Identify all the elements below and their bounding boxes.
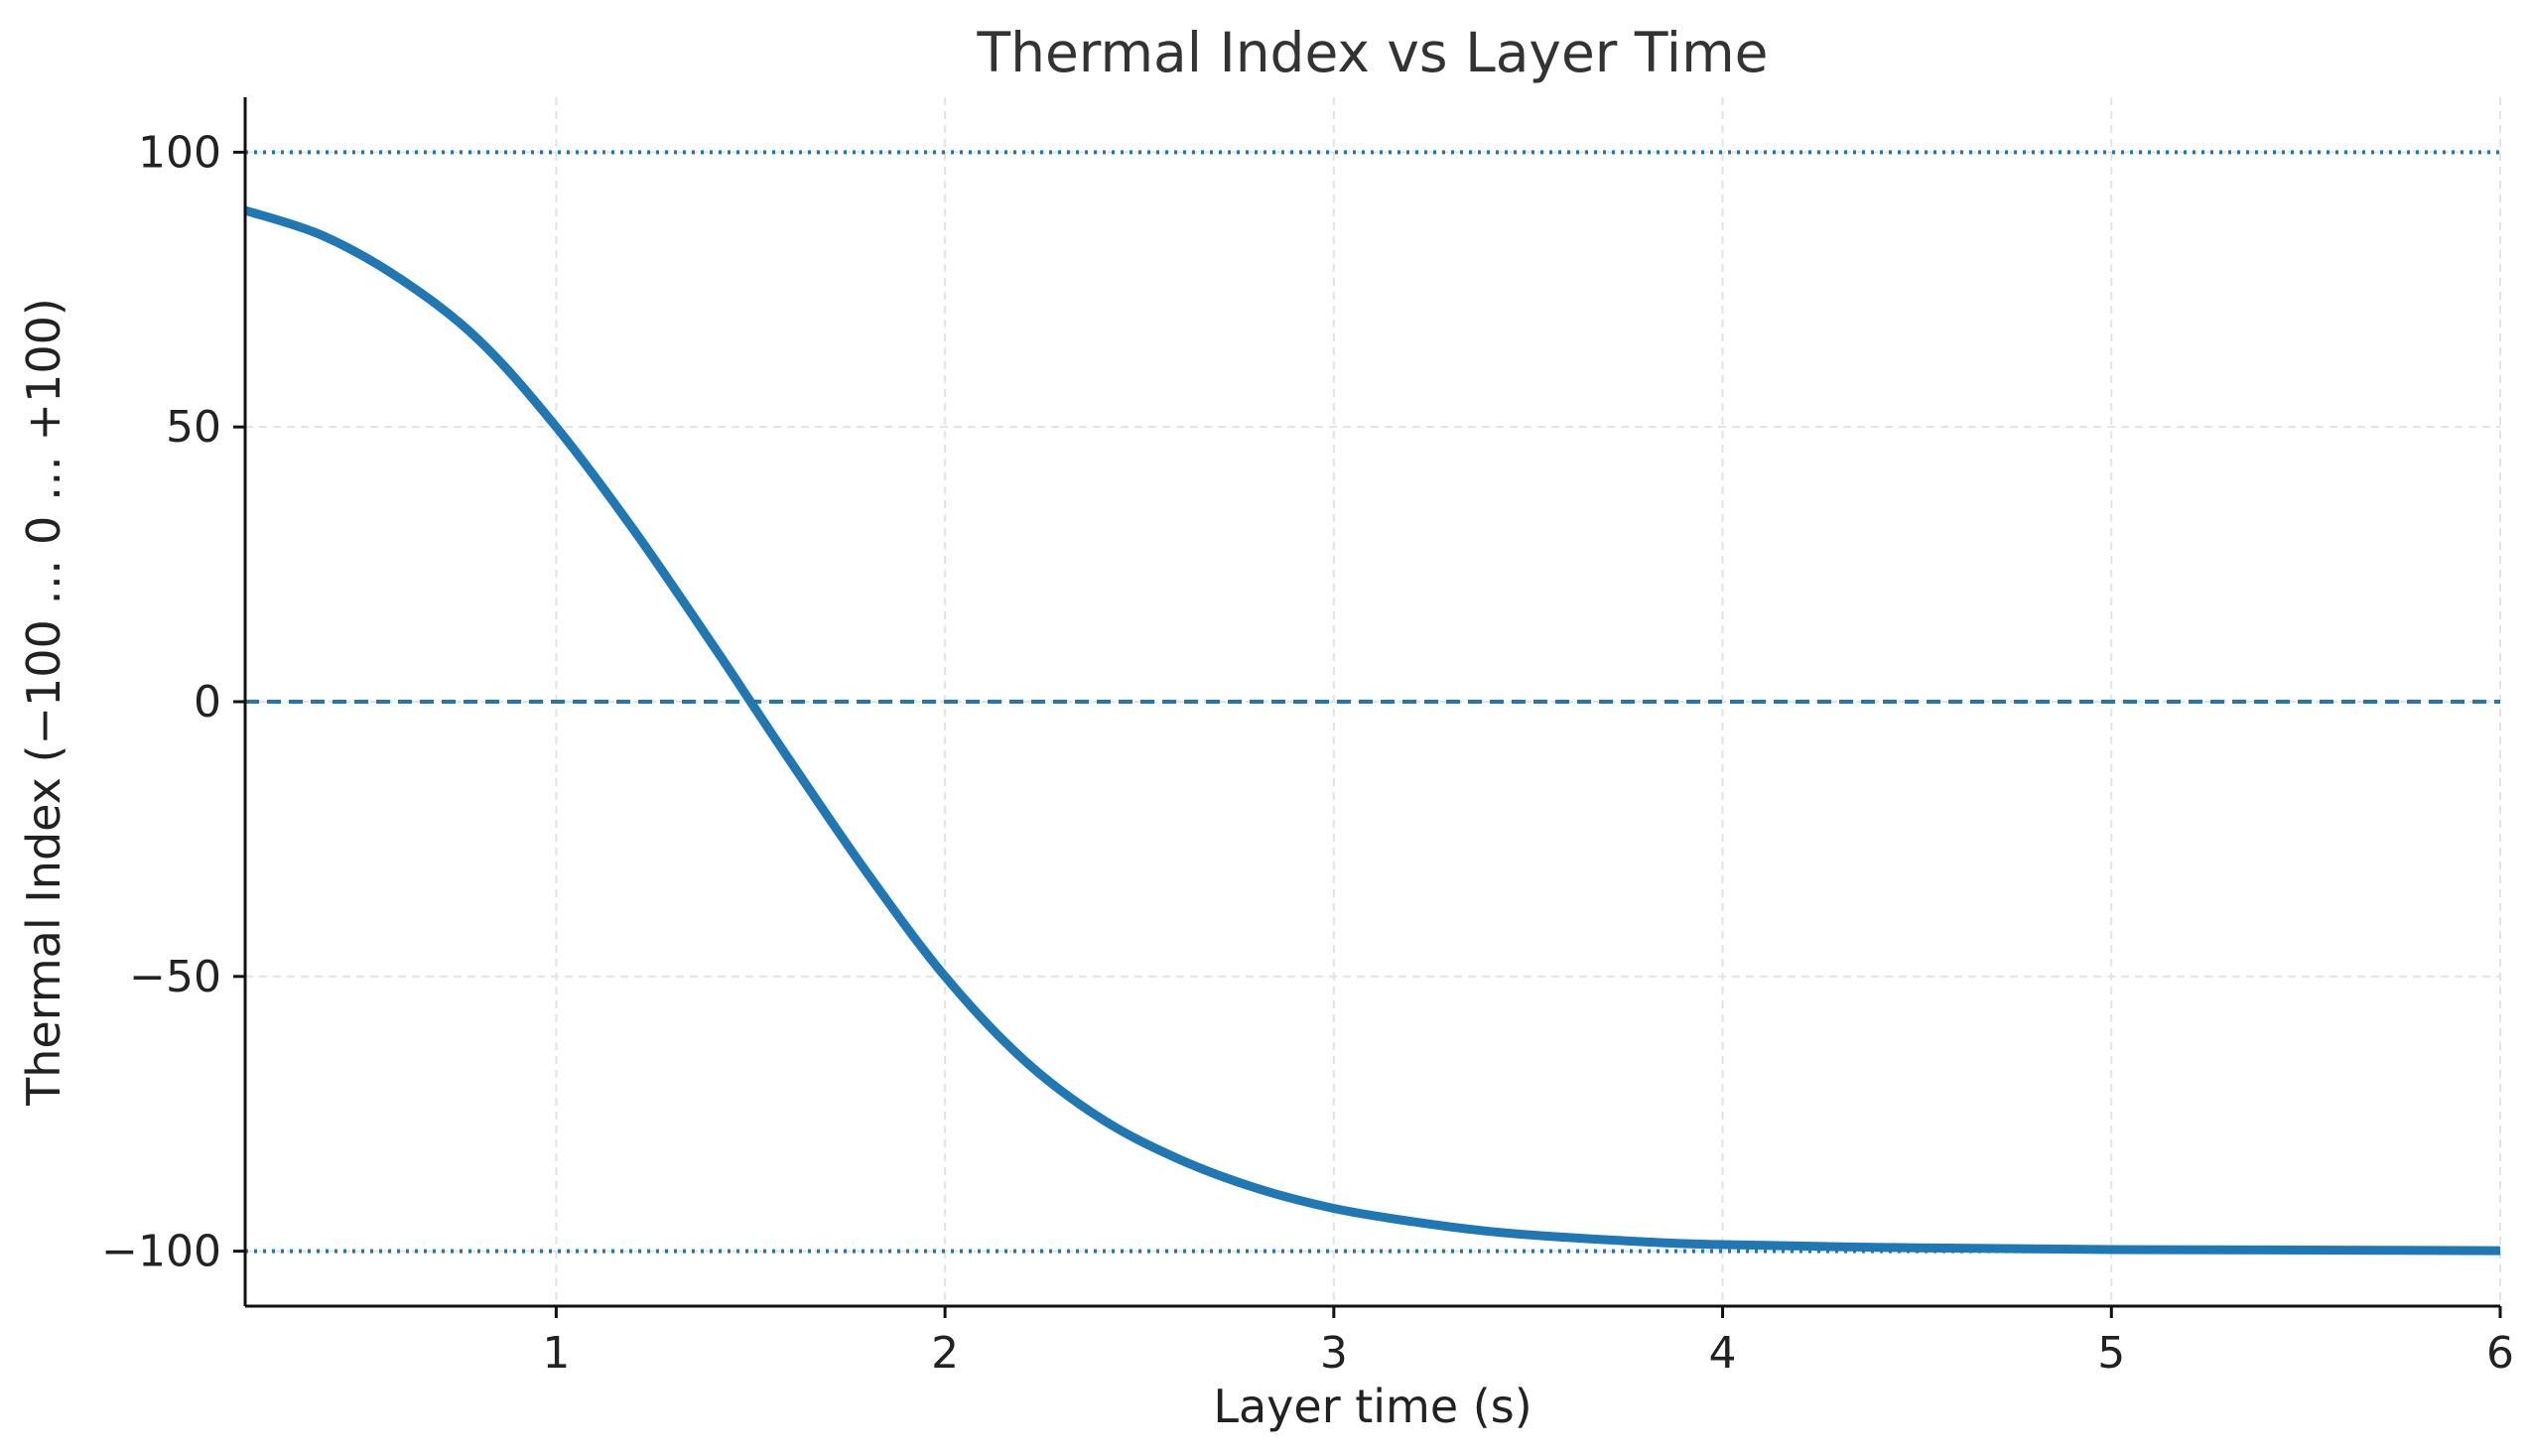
y-ticks: 100 50 0 −50 −100 <box>101 127 245 1277</box>
x-tick-label: 6 <box>2486 1328 2514 1379</box>
y-tick-label: 0 <box>194 677 221 728</box>
x-tick-label: 2 <box>931 1328 959 1379</box>
y-tick-label: 100 <box>138 127 221 178</box>
x-tick-label: 3 <box>1320 1328 1348 1379</box>
y-axis-label: Thermal Index (−100 … 0 … +100) <box>17 298 70 1107</box>
x-tick-label: 4 <box>1709 1328 1737 1379</box>
y-tick-label: 50 <box>166 402 221 453</box>
reference-lines <box>245 150 2500 1254</box>
x-tick-label: 1 <box>542 1328 570 1379</box>
chart-title: Thermal Index vs Layer Time <box>977 21 1769 84</box>
series-layer <box>243 205 2501 1256</box>
x-axis-label: Layer time (s) <box>1213 1380 1531 1433</box>
x-tick-label: 5 <box>2097 1328 2125 1379</box>
y-tick-label: −50 <box>129 952 221 1002</box>
x-ticks: 1 2 3 4 5 6 <box>542 1306 2514 1379</box>
thermal-index-line <box>243 205 2501 1256</box>
y-tick-label: −100 <box>101 1227 221 1277</box>
